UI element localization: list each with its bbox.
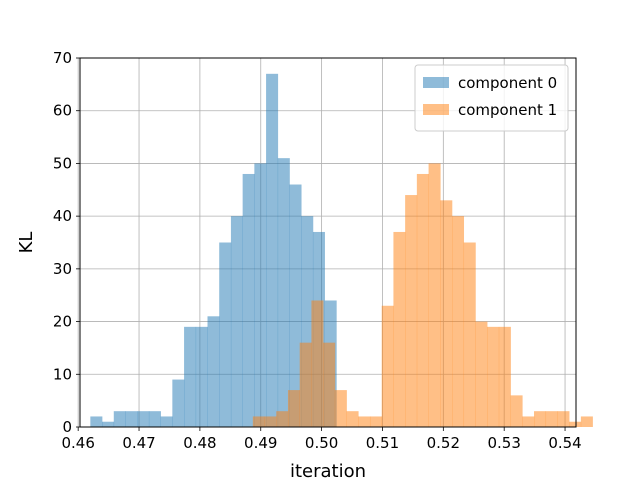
histogram-bar-series-1 — [405, 195, 418, 427]
y-tick-label: 0 — [62, 418, 72, 436]
histogram-bar-series-1 — [299, 342, 312, 427]
histogram-bar-series-1 — [534, 411, 547, 427]
histogram-bar-series-1 — [416, 173, 429, 427]
legend-label: component 1 — [458, 101, 557, 119]
histogram-bar-series-1 — [252, 416, 265, 427]
x-axis-title: iteration — [290, 461, 366, 480]
y-tick-label: 60 — [53, 102, 72, 120]
histogram-bar-series-0 — [289, 184, 302, 427]
histogram-bar-series-1 — [358, 416, 371, 427]
histogram-bar-series-0 — [90, 416, 103, 427]
histogram-bar-series-1 — [311, 300, 324, 427]
histogram-bar-series-1 — [381, 305, 394, 427]
legend-swatch — [423, 104, 449, 115]
x-tick-label: 0.46 — [61, 434, 94, 452]
histogram-bar-series-0 — [184, 326, 197, 427]
histogram-bar-series-0 — [148, 411, 161, 427]
histogram-bar-series-0 — [277, 158, 290, 427]
histogram-bar-series-1 — [393, 231, 406, 427]
histogram-bar-series-1 — [487, 326, 500, 427]
histogram-bar-series-1 — [440, 200, 453, 427]
histogram-bar-series-0 — [207, 316, 220, 427]
histogram-bar-series-1 — [276, 411, 289, 427]
histogram-bar-series-1 — [580, 416, 593, 427]
x-axis: 0.46 0.47 0.48 0.49 0.50 0.51 0.52 0.53 0.54 — [61, 427, 582, 452]
y-tick-label: 20 — [53, 313, 72, 331]
histogram-bar-series-0 — [242, 173, 255, 427]
x-tick-label: 0.50 — [305, 434, 338, 452]
histogram-bar-series-1 — [463, 242, 476, 427]
y-axis-title: KL — [16, 232, 37, 254]
histogram-bar-series-1 — [510, 395, 523, 427]
histogram-bar-series-0 — [230, 216, 243, 427]
legend-swatch — [423, 77, 449, 88]
y-tick-label: 40 — [53, 207, 72, 225]
histogram-bar-series-1 — [346, 411, 359, 427]
x-tick-label: 0.54 — [548, 434, 581, 452]
histogram-bar-series-0 — [125, 411, 138, 427]
y-tick-label: 50 — [53, 154, 72, 172]
histogram-bar-series-0 — [113, 411, 126, 427]
legend-label: component 0 — [458, 74, 557, 92]
histogram-bar-series-1 — [428, 163, 441, 427]
histogram-bar-series-1 — [264, 416, 277, 427]
histogram-bar-series-1 — [569, 421, 582, 427]
histogram-bar-series-0 — [254, 163, 267, 427]
histogram-bar-series-1 — [557, 411, 570, 427]
histogram-bar-series-1 — [452, 216, 465, 427]
x-tick-label: 0.49 — [244, 434, 277, 452]
histogram-bar-series-0 — [195, 326, 208, 427]
histogram-bar-series-1 — [475, 321, 488, 427]
y-axis: 0 10 20 30 40 50 60 70 — [53, 49, 80, 436]
x-tick-label: 0.51 — [366, 434, 399, 452]
legend: component 0 component 1 — [414, 64, 569, 132]
histogram-bar-series-0 — [172, 379, 185, 427]
x-tick-label: 0.52 — [427, 434, 460, 452]
histogram-bar-series-0 — [219, 242, 232, 427]
x-tick-label: 0.47 — [122, 434, 155, 452]
y-tick-label: 30 — [53, 260, 72, 278]
histogram-bar-series-0 — [266, 73, 279, 428]
legend-box — [414, 64, 569, 132]
histogram-bar-series-1 — [334, 390, 347, 427]
histogram-bars — [90, 73, 593, 428]
histogram-bar-series-1 — [498, 326, 511, 427]
histogram-bar-series-0 — [102, 421, 115, 427]
histogram-bar-series-1 — [545, 411, 558, 427]
histogram-bar-series-0 — [137, 411, 150, 427]
histogram-bar-series-1 — [287, 390, 301, 427]
y-tick-label: 10 — [53, 365, 72, 383]
plot-frame — [79, 57, 577, 428]
histogram-bar-series-1 — [522, 416, 535, 427]
x-tick-label: 0.48 — [183, 434, 216, 452]
histogram-bar-series-1 — [323, 342, 336, 427]
histogram-bar-series-0 — [160, 416, 173, 427]
histogram-bar-series-1 — [369, 416, 383, 427]
y-tick-label: 70 — [53, 49, 72, 67]
x-tick-label: 0.53 — [487, 434, 520, 452]
